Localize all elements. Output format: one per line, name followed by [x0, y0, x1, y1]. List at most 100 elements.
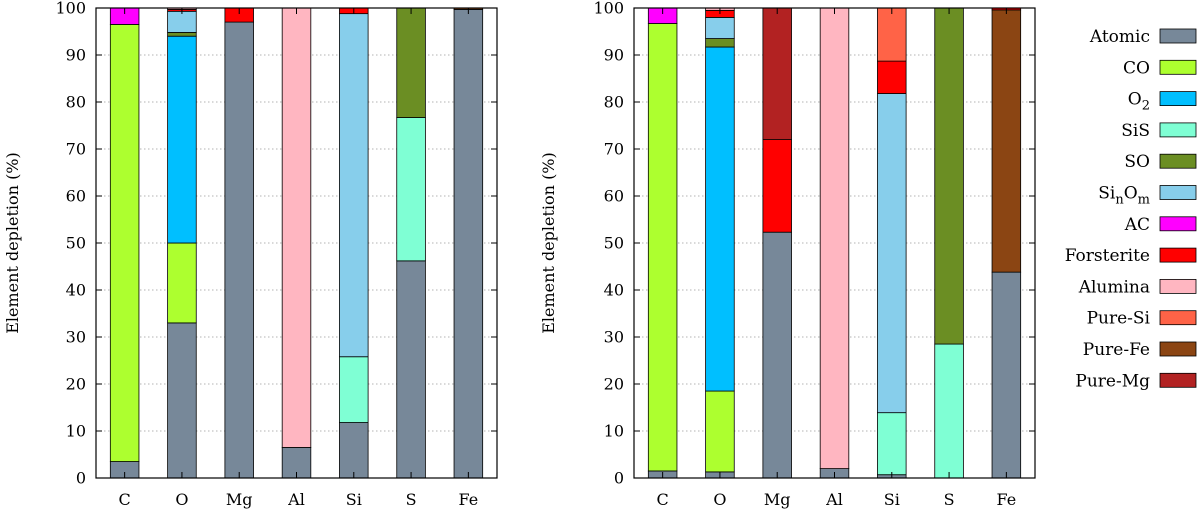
legend-swatch	[1159, 372, 1197, 388]
legend-swatch	[1159, 247, 1197, 263]
plot-frame	[633, 7, 1036, 479]
legend-swatch	[1159, 310, 1197, 326]
x-tick-label: O	[713, 490, 726, 509]
x-tick-label: Mg	[764, 490, 791, 509]
y-tick-label: 10	[604, 422, 624, 441]
bar-fe-atomic	[991, 271, 1022, 479]
legend-label: Atomic	[1089, 27, 1150, 47]
y-tick-label: 60	[66, 187, 86, 206]
legend-swatch	[1159, 153, 1197, 169]
y-tick-label: 20	[66, 375, 86, 394]
y-tick-label: 40	[604, 281, 624, 300]
legend-label: SO	[1124, 152, 1150, 172]
plot-frame	[95, 7, 498, 479]
legend-swatch	[1159, 91, 1197, 106]
legend-label: Pure-Mg	[1075, 371, 1150, 391]
bar-mg-pure-mg	[762, 7, 792, 141]
y-tick-label: 90	[604, 46, 624, 65]
bar-o-o2	[167, 35, 197, 244]
y-axis-label: Element depletion (%)	[539, 152, 558, 334]
y-tick-label: 90	[66, 46, 86, 65]
y-tick-label: 70	[66, 140, 86, 159]
bar-o-sinom	[167, 10, 197, 33]
legend-swatch	[1159, 28, 1197, 44]
y-tick-label: 50	[66, 234, 86, 253]
bar-s-so	[396, 7, 426, 118]
bar-si-pure-si	[877, 7, 907, 62]
legend-label: SiS	[1121, 121, 1150, 141]
bar-si-atomic	[339, 422, 369, 479]
bar-o-sinom	[705, 16, 735, 39]
y-tick-label: 80	[66, 93, 86, 112]
legend-label: SinOm	[1098, 184, 1150, 208]
bar-o-o2	[705, 46, 735, 392]
legend-swatch	[1159, 59, 1197, 75]
legend-item-co: CO	[1123, 58, 1197, 78]
panel-left: 0 10 20 30 40 50 60 70 80 90 100 C O Mg Al Si S Fe Element…	[3, 0, 498, 509]
legend-item-o2: O2	[1128, 90, 1197, 114]
bar-o-co	[167, 242, 197, 324]
y-tick-label: 30	[604, 328, 624, 347]
legend-item-pure-mg: Pure-Mg	[1075, 371, 1197, 391]
legend: Atomic CO O2 SiS SO SinOm AC Forsterite Alumina P…	[1065, 27, 1197, 391]
legend-item-forsterite: Forsterite	[1065, 246, 1197, 266]
x-tick-label: Si	[884, 490, 900, 509]
bar-fe-atomic	[453, 9, 484, 479]
y-axis-label: Element depletion (%)	[3, 152, 22, 334]
bar-si-sinom	[877, 93, 907, 414]
legend-item-so: SO	[1124, 152, 1197, 172]
y-tick-label: 80	[604, 93, 624, 112]
bar-mg-forsterite	[762, 139, 792, 233]
y-tick-label: 100	[593, 0, 624, 18]
x-tick-label: C	[119, 490, 131, 509]
bar-si-sis	[877, 412, 907, 476]
x-tick-label: S	[944, 490, 955, 509]
x-tick-label: O	[175, 490, 188, 509]
bar-s-sis	[934, 343, 964, 479]
y-tick-label: 50	[604, 234, 624, 253]
bar-mg-atomic	[762, 231, 792, 479]
legend-item-pure-fe: Pure-Fe	[1083, 340, 1197, 360]
y-tick-label: 30	[66, 328, 86, 347]
legend-label: Forsterite	[1065, 246, 1150, 266]
bar-mg-atomic	[224, 21, 254, 479]
bar-al-alumina	[819, 7, 850, 470]
x-tick-label: C	[657, 490, 669, 509]
legend-item-sinom: SinOm	[1098, 184, 1197, 208]
bar-s-sis	[396, 117, 426, 262]
legend-swatch	[1159, 122, 1197, 138]
bar-s-atomic	[396, 260, 426, 479]
x-tick-label: S	[406, 490, 417, 509]
legend-label: CO	[1123, 58, 1150, 78]
bar-c-co	[647, 23, 678, 472]
y-tick-label: 20	[604, 375, 624, 394]
y-tick-label: 40	[66, 281, 86, 300]
legend-item-pure-si: Pure-Si	[1087, 309, 1197, 329]
x-tick-label: Al	[825, 490, 843, 509]
legend-item-alumina: Alumina	[1078, 277, 1197, 297]
bar-o-so	[705, 38, 735, 48]
bar-c-co	[109, 24, 140, 462]
legend-swatch	[1159, 216, 1197, 232]
y-tick-label: 70	[604, 140, 624, 159]
legend-swatch	[1159, 185, 1197, 200]
y-tick-label: 10	[66, 422, 86, 441]
panel-right: 0 10 20 30 40 50 60 70 80 90 100 C O Mg Al Si S Fe Element…	[539, 0, 1036, 509]
legend-item-atomic: Atomic	[1089, 27, 1197, 47]
legend-label: Pure-Si	[1087, 309, 1151, 329]
legend-label: Pure-Fe	[1083, 340, 1150, 360]
legend-item-ac: AC	[1124, 215, 1197, 235]
legend-swatch	[1159, 341, 1197, 357]
bar-o-atomic	[167, 322, 197, 479]
y-tick-label: 60	[604, 187, 624, 206]
x-tick-label: Fe	[459, 490, 479, 509]
bar-si-sinom	[339, 13, 369, 358]
bar-si-forsterite	[877, 60, 907, 94]
y-tick-label: 0	[614, 469, 624, 488]
bar-si-sis	[339, 356, 369, 423]
bar-al-alumina	[281, 7, 312, 448]
x-tick-label: Si	[346, 490, 362, 509]
legend-label: AC	[1124, 215, 1150, 235]
y-tick-label: 100	[55, 0, 86, 18]
